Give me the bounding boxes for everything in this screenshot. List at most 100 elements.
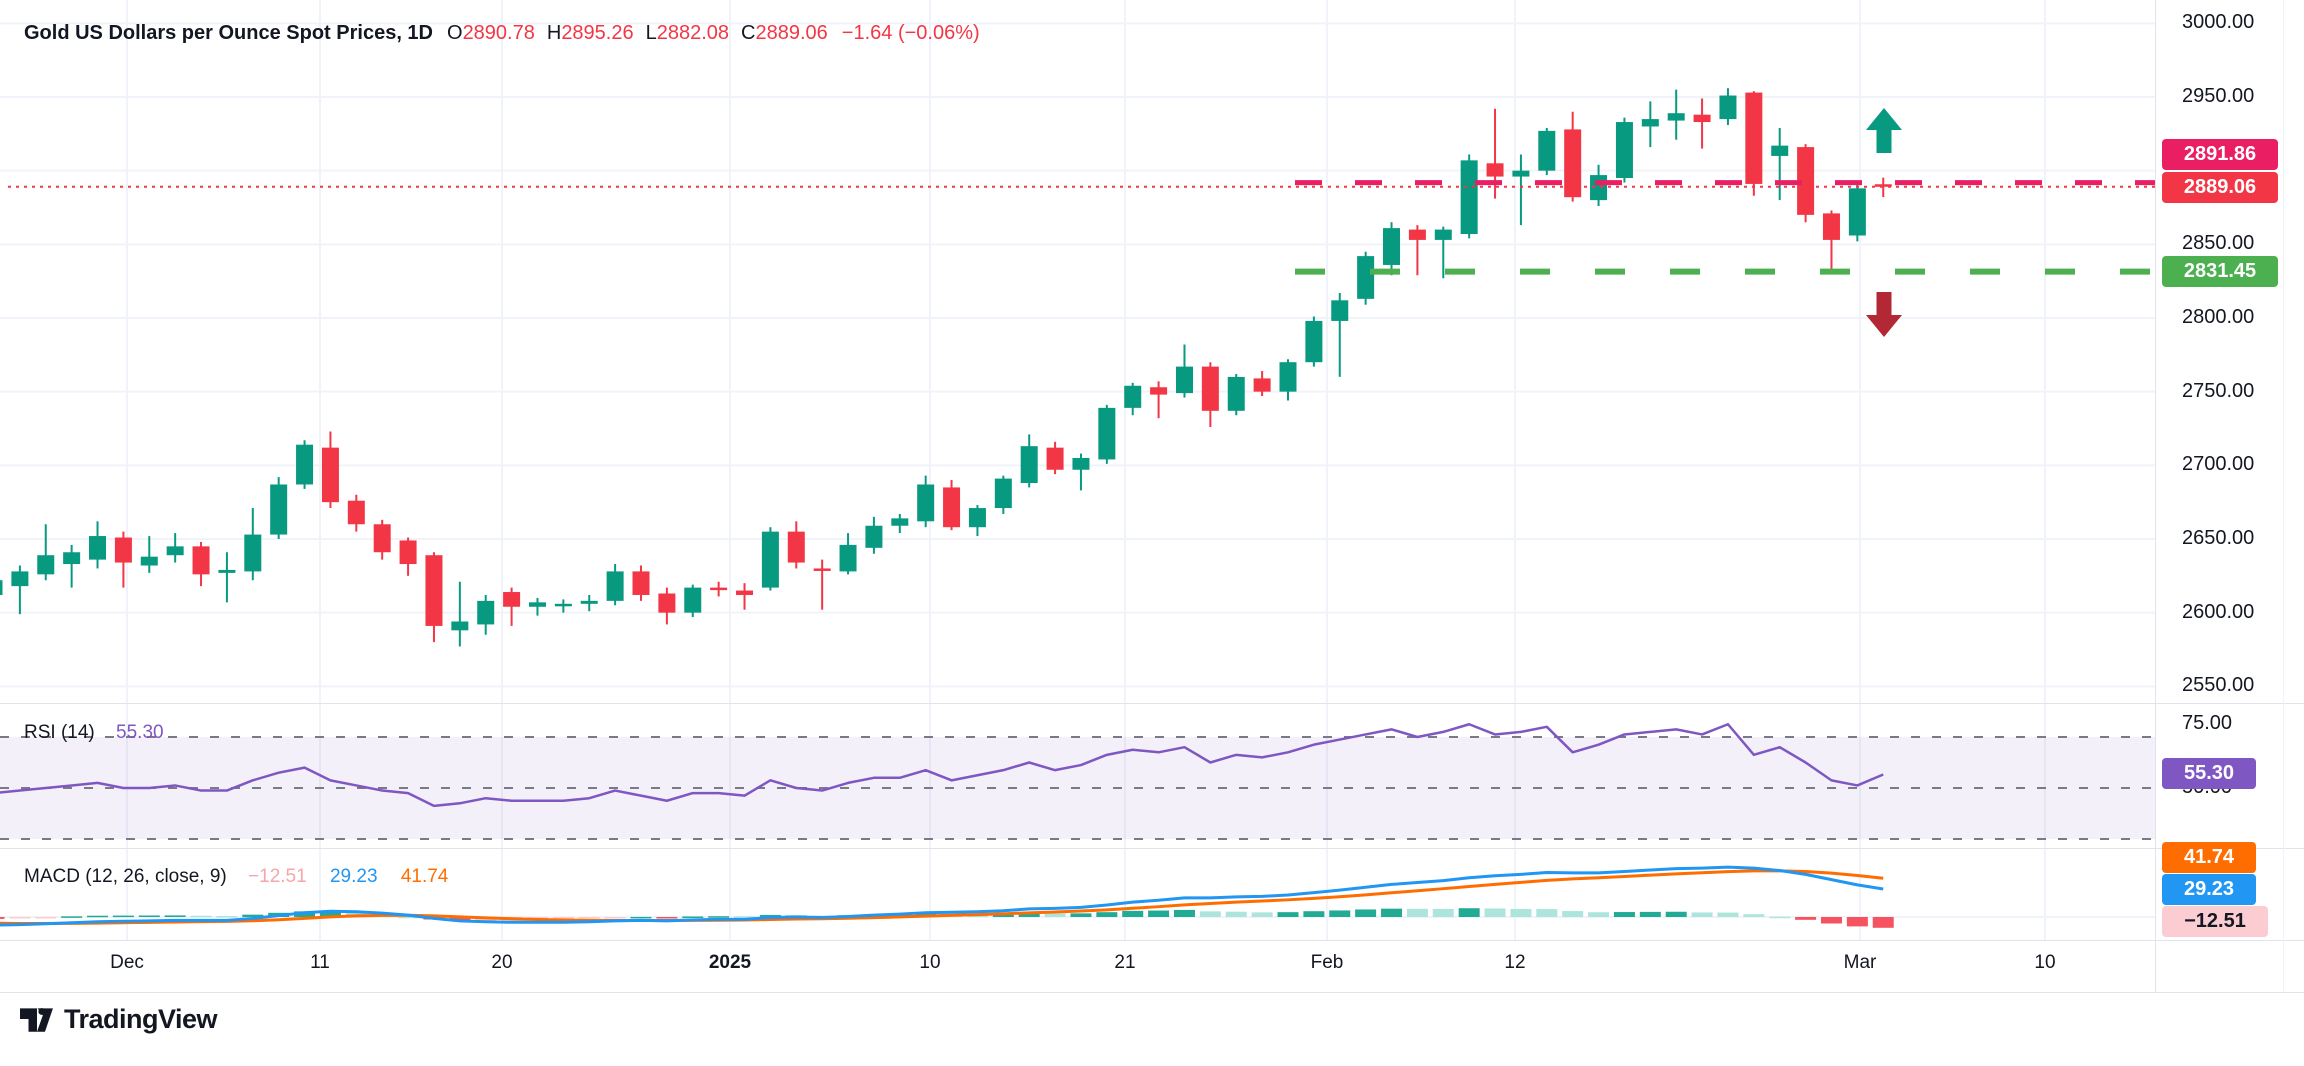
- high-value: 2895.26: [561, 22, 634, 44]
- candlestick: [1615, 122, 1633, 179]
- candlestick: [606, 571, 624, 601]
- candlestick: [554, 603, 572, 607]
- macd-histogram-bar: [1717, 912, 1739, 917]
- macd-histogram-bar: [319, 911, 341, 917]
- macd-histogram-bar: [708, 916, 730, 918]
- macd-histogram-bar: [449, 917, 471, 921]
- arrow-down-marker[interactable]: [1866, 292, 1902, 337]
- candlestick: [580, 600, 598, 604]
- candlestick: [1124, 385, 1142, 408]
- candlestick: [1331, 300, 1349, 321]
- candlestick: [321, 447, 339, 503]
- arrow-up-marker[interactable]: [1866, 108, 1902, 153]
- macd-histogram-bar: [1096, 912, 1118, 917]
- candlestick: [1357, 256, 1375, 299]
- candlestick: [787, 531, 805, 563]
- price-badge: −12.51: [2162, 906, 2268, 937]
- time-axis-label: 10: [2034, 952, 2056, 973]
- candlestick: [1046, 447, 1064, 470]
- close-value: 2889.06: [755, 22, 828, 44]
- price-axis-label: 2650.00: [2182, 526, 2255, 549]
- price-axis-label: 2950.00: [2182, 85, 2255, 107]
- candlestick: [1667, 113, 1685, 121]
- macd-indicator-label[interactable]: MACD (12, 26, close, 9): [24, 866, 227, 887]
- candlestick: [503, 592, 521, 607]
- candlestick: [865, 525, 883, 548]
- candlestick: [1848, 188, 1866, 236]
- tradingview-logo-text: TradingView: [64, 1004, 218, 1034]
- macd-histogram-bar: [1251, 912, 1273, 917]
- candlestick: [296, 444, 314, 485]
- candlestick: [140, 556, 158, 566]
- time-axis-label: Mar: [1843, 952, 1877, 973]
- macd-histogram-bar: [1329, 910, 1351, 917]
- rsi-indicator-label[interactable]: RSI (14): [24, 722, 95, 743]
- macd-histogram-bar: [61, 916, 83, 918]
- candlestick: [477, 600, 495, 625]
- candlestick: [813, 568, 831, 571]
- macd-histogram-bar: [1173, 909, 1195, 917]
- macd-histogram-bar: [552, 917, 574, 920]
- macd-histogram-bar: [1562, 911, 1584, 917]
- macd-line-value: 29.23: [329, 866, 378, 887]
- macd-histogram-bar: [604, 917, 626, 919]
- chart-plot-area[interactable]: [0, 0, 2155, 940]
- macd-line: [0, 865, 1884, 927]
- macd-signal-value: 41.74: [400, 866, 449, 887]
- candlestick: [1175, 366, 1193, 394]
- macd-histogram-bar: [1588, 912, 1610, 917]
- tradingview-logo[interactable]: TradingView: [20, 1004, 218, 1035]
- macd-histogram-bar: [1122, 910, 1144, 917]
- candlestick: [1460, 160, 1478, 235]
- candlestick: [1253, 378, 1271, 392]
- macd-histogram-bar: [1225, 911, 1247, 917]
- panel-separator-main-rsi[interactable]: [0, 703, 2304, 704]
- candlestick: [347, 500, 365, 525]
- candlestick: [1641, 119, 1659, 127]
- candlestick: [1538, 130, 1556, 171]
- macd-histogram-bar: [1846, 917, 1868, 927]
- macd-histogram-bar: [1277, 912, 1299, 917]
- macd-histogram-bar: [1769, 916, 1791, 919]
- candlestick: [1098, 407, 1116, 460]
- right-edge-border: [2283, 0, 2284, 992]
- candlestick: [1719, 95, 1737, 120]
- candlestick: [684, 587, 702, 613]
- macd-histogram-bar: [1665, 911, 1687, 917]
- time-axis-label: 11: [310, 952, 330, 973]
- macd-histogram-bar: [682, 916, 704, 918]
- time-axis-label: Dec: [110, 952, 144, 973]
- macd-histogram-bar: [1199, 911, 1221, 917]
- open-label: O: [447, 22, 463, 44]
- panel-separator-rsi-macd[interactable]: [0, 848, 2304, 849]
- candlestick: [658, 593, 676, 613]
- candlestick: [89, 536, 107, 560]
- candlestick: [1434, 229, 1452, 240]
- candlestick: [270, 484, 288, 535]
- price-axis-label: 2600.00: [2182, 600, 2255, 623]
- macd-histogram-bar: [578, 917, 600, 919]
- candlestick: [63, 552, 81, 565]
- candlestick: [839, 544, 857, 572]
- candlestick: [710, 587, 728, 591]
- rsi-value: 55.30: [116, 722, 164, 743]
- macd-histogram-bar: [1018, 913, 1040, 917]
- macd-histogram-bar: [992, 913, 1014, 917]
- price-axis-label: 2850.00: [2182, 232, 2255, 255]
- low-value: 2882.08: [656, 22, 730, 44]
- time-axis-label: 21: [1114, 952, 1136, 973]
- candlestick: [1279, 362, 1297, 392]
- price-badge: 2891.86: [2162, 139, 2278, 170]
- macd-histogram-bar: [1743, 914, 1765, 917]
- candlestick: [114, 537, 132, 563]
- macd-histogram-bar: [216, 915, 238, 918]
- candlestick: [1072, 457, 1090, 470]
- candlestick: [192, 546, 210, 575]
- candlestick: [632, 571, 650, 595]
- symbol-legend: Gold US Dollars per Ounce Spot Prices, 1…: [24, 22, 980, 45]
- low-label: L: [645, 22, 657, 44]
- candlestick: [11, 571, 29, 587]
- symbol-title[interactable]: Gold US Dollars per Ounce Spot Prices, 1…: [24, 22, 433, 44]
- rsi-legend: RSI (14) 55.30: [24, 722, 164, 744]
- chart-bottom-border: [0, 992, 2304, 993]
